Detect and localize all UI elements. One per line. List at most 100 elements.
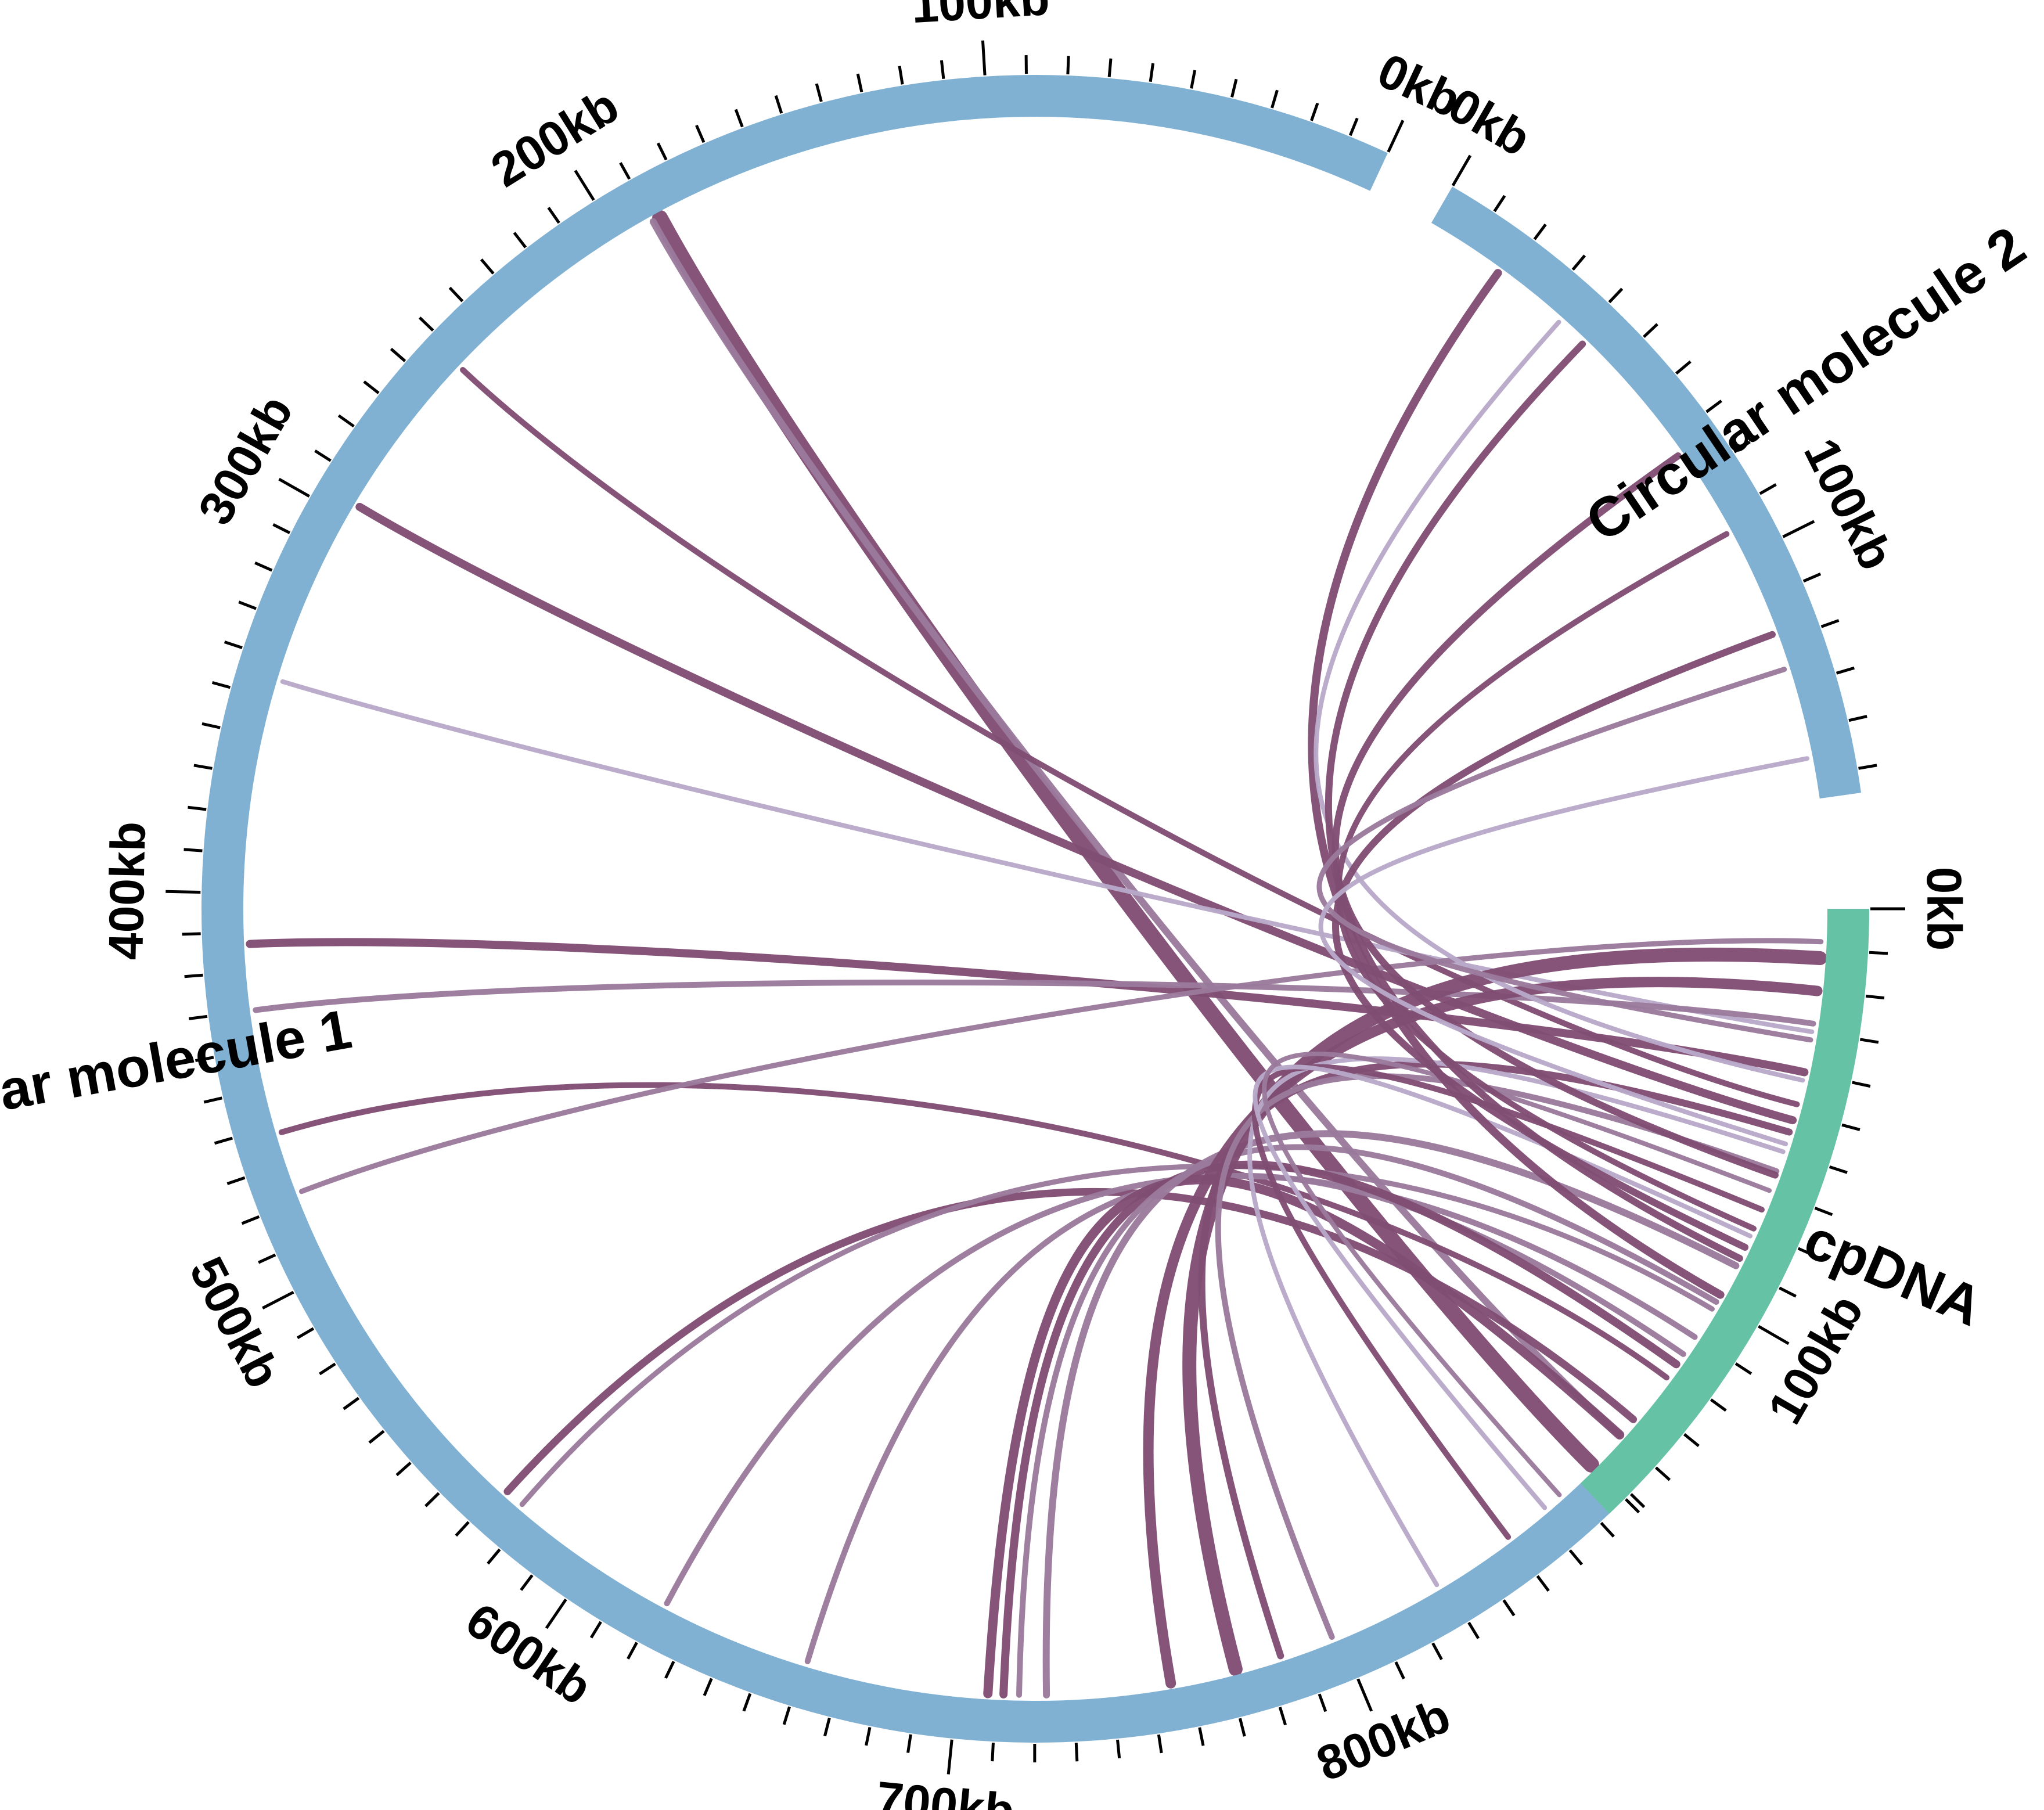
tick-circular-molecule-2-80 (1733, 440, 1751, 454)
tick-circular-molecule-1-130 (856, 73, 863, 92)
tick-circular-molecule-1-0 (1387, 120, 1405, 153)
tick-circular-molecule-1-670 (823, 1717, 831, 1737)
tick-circular-molecule-1-800 (1356, 1678, 1373, 1712)
tick-circular-molecule-1-780 (1278, 1707, 1287, 1726)
tick-cpdna-80 (1797, 1247, 1816, 1258)
tick-label-circular-molecule-1-800: 800kb (1309, 1687, 1458, 1791)
tick-marks (165, 40, 1905, 1775)
tick-circular-molecule-2-0 (1451, 154, 1472, 186)
segment-arc-cpdna (1580, 908, 1869, 1514)
tick-label-circular-molecule-1-600: 600kb (456, 1592, 602, 1715)
tick-circular-molecule-2-120 (1820, 619, 1840, 628)
tick-circular-molecule-1-10 (1348, 117, 1359, 136)
tick-circular-molecule-1-150 (774, 95, 783, 114)
tick-circular-molecule-2-60 (1675, 360, 1692, 375)
tick-circular-molecule-1-280 (337, 414, 355, 428)
tick-circular-molecule-2-140 (1848, 715, 1867, 722)
tick-cpdna-120 (1710, 1398, 1727, 1412)
tick-circular-molecule-2-90 (1759, 483, 1777, 495)
link-11 (664, 1173, 1698, 1607)
tick-circular-molecule-1-630 (664, 1661, 675, 1679)
tick-circular-molecule-1-690 (906, 1734, 912, 1753)
tick-circular-molecule-1-190 (619, 162, 631, 180)
tick-circular-molecule-1-180 (656, 142, 668, 161)
tick-label-circular-molecule-1-400: 400kb (98, 821, 156, 960)
link-5 (246, 938, 1809, 1077)
tick-circular-molecule-1-490 (258, 1253, 276, 1264)
tick-circular-molecule-1-70 (1107, 58, 1113, 77)
tick-circular-molecule-1-680 (865, 1726, 872, 1746)
tick-circular-molecule-1-160 (734, 109, 744, 128)
tick-circular-molecule-1-840 (1502, 1599, 1516, 1617)
link-28 (1332, 452, 1779, 1179)
tick-cpdna-20 (1865, 994, 1885, 1000)
tick-circular-molecule-1-430 (188, 1014, 208, 1020)
tick-circular-molecule-1-370 (193, 764, 213, 770)
tick-circular-molecule-1-500 (262, 1290, 294, 1309)
tick-cpdna-70 (1814, 1206, 1833, 1217)
tick-circular-molecule-2-130 (1836, 666, 1855, 675)
tick-label-circular-molecule-1-500: 500kb (179, 1248, 292, 1397)
tick-circular-molecule-1-350 (211, 681, 231, 689)
tick-circular-molecule-1-600 (545, 1598, 567, 1629)
tick-circular-molecule-1-140 (815, 83, 823, 102)
tick-circular-molecule-1-230 (480, 258, 495, 275)
tick-label-circular-molecule-1-200: 200kb (481, 78, 628, 197)
tick-circular-molecule-1-210 (547, 207, 560, 224)
tick-circular-molecule-1-260 (390, 347, 406, 362)
link-32 (1318, 756, 1810, 1146)
tick-circular-molecule-1-610 (589, 1621, 602, 1639)
tick-circular-molecule-1-570 (455, 1521, 470, 1537)
tick-label-circular-molecule-1-100: 100kb (910, 0, 1051, 33)
tick-circular-molecule-1-770 (1239, 1718, 1246, 1737)
tick-circular-molecule-1-660 (782, 1706, 791, 1725)
link-1 (649, 218, 1624, 1438)
tick-circular-molecule-1-400 (165, 890, 201, 894)
tick-circular-molecule-2-50 (1643, 323, 1658, 338)
tick-circular-molecule-1-850 (1536, 1575, 1550, 1592)
tick-cpdna-110 (1734, 1362, 1752, 1375)
tick-circular-molecule-1-880 (1629, 1493, 1646, 1509)
tick-label-circular-molecule-1-300: 300kb (188, 386, 303, 534)
tick-circular-molecule-1-590 (520, 1574, 534, 1591)
tick-circular-molecule-1-550 (395, 1462, 412, 1477)
tick-circular-molecule-1-40 (1230, 78, 1238, 98)
tick-cpdna-130 (1683, 1433, 1700, 1448)
link-30 (1332, 631, 1776, 1251)
tick-circular-molecule-1-320 (254, 561, 273, 572)
tick-circular-molecule-1-790 (1318, 1693, 1327, 1712)
tick-cpdna-50 (1841, 1123, 1861, 1131)
tick-circular-molecule-2-20 (1533, 224, 1547, 240)
link-3 (355, 502, 1797, 1125)
tick-circular-molecule-2-10 (1493, 195, 1506, 213)
tick-circular-molecule-1-480 (241, 1215, 260, 1225)
tick-circular-molecule-1-620 (627, 1642, 638, 1660)
tick-circular-molecule-1-250 (418, 316, 434, 332)
links-layer (246, 210, 1827, 1699)
tick-circular-molecule-2-100 (1782, 520, 1815, 538)
tick-circular-molecule-1-340 (224, 640, 243, 649)
tick-circular-molecule-1-540 (368, 1430, 385, 1444)
tick-circular-molecule-1-30 (1271, 89, 1279, 109)
tick-circular-molecule-1-450 (203, 1096, 222, 1104)
tick-circular-molecule-1-200 (574, 170, 595, 201)
tick-circular-molecule-1-290 (314, 449, 332, 462)
tick-circular-molecule-1-420 (184, 973, 203, 978)
link-25 (1308, 269, 1725, 1299)
tick-circular-molecule-1-100 (981, 40, 987, 75)
link-4 (280, 679, 1815, 1034)
tick-label-circular-molecule-1-700: 700kb (874, 1771, 1017, 1810)
tick-circular-molecule-1-830 (1467, 1621, 1480, 1639)
tick-circular-molecule-1-740 (1116, 1739, 1121, 1759)
tick-circular-molecule-1-380 (188, 805, 207, 811)
tick-circular-molecule-1-120 (898, 66, 904, 85)
tick-circular-molecule-1-560 (424, 1492, 440, 1507)
tick-circular-molecule-1-270 (363, 380, 380, 394)
tick-circular-molecule-2-30 (1571, 254, 1586, 271)
tick-circular-molecule-1-520 (319, 1362, 336, 1376)
link-14 (999, 1160, 1680, 1699)
link-16 (1042, 1130, 1740, 1699)
tick-circular-molecule-1-710 (991, 1743, 995, 1762)
tick-label-cpdna-0: 0kb (1917, 867, 1971, 951)
tick-circular-molecule-1-390 (183, 848, 203, 852)
